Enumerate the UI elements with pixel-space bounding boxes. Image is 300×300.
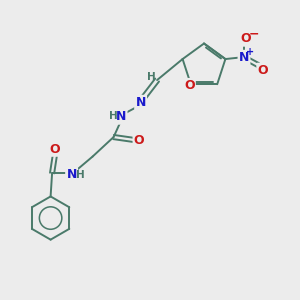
Text: O: O (50, 142, 60, 155)
Text: H: H (147, 72, 156, 82)
Text: O: O (184, 79, 195, 92)
Text: N: N (135, 96, 146, 109)
Text: N: N (116, 110, 126, 123)
Text: O: O (134, 134, 144, 146)
Text: +: + (246, 46, 254, 56)
Text: O: O (258, 64, 268, 77)
Text: H: H (76, 169, 85, 179)
Text: −: − (248, 28, 259, 41)
Text: H: H (109, 111, 117, 121)
Text: N: N (239, 51, 249, 64)
Text: N: N (66, 168, 77, 181)
Text: O: O (240, 32, 251, 45)
